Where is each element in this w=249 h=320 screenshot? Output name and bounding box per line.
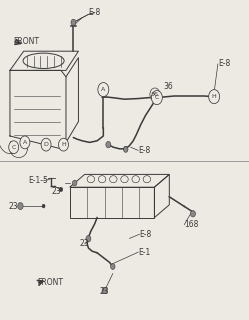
Circle shape (41, 138, 51, 151)
Circle shape (124, 147, 128, 152)
Text: E-8: E-8 (139, 230, 152, 239)
Text: FRONT: FRONT (14, 37, 40, 46)
Circle shape (124, 146, 128, 151)
Text: 23: 23 (51, 187, 61, 196)
Text: 23: 23 (80, 239, 89, 248)
Circle shape (42, 204, 45, 208)
Circle shape (71, 19, 76, 26)
Circle shape (209, 90, 220, 104)
Text: E-1: E-1 (138, 248, 150, 257)
Circle shape (72, 180, 77, 186)
Circle shape (9, 141, 19, 154)
Text: E-8: E-8 (138, 146, 150, 155)
Text: H: H (212, 94, 217, 99)
Text: A: A (101, 87, 106, 92)
Circle shape (20, 136, 30, 149)
Circle shape (102, 287, 107, 294)
Text: C: C (11, 145, 16, 150)
Text: 36: 36 (151, 92, 159, 97)
Circle shape (210, 94, 215, 100)
Circle shape (98, 83, 109, 97)
Text: 36: 36 (163, 82, 173, 91)
Text: C: C (155, 95, 159, 100)
Text: E-1-5: E-1-5 (29, 176, 49, 185)
Circle shape (59, 138, 68, 151)
Text: H: H (61, 142, 66, 147)
Circle shape (111, 264, 115, 269)
Circle shape (151, 91, 162, 105)
Circle shape (86, 236, 91, 242)
Text: D: D (44, 142, 49, 147)
Circle shape (190, 211, 195, 217)
Circle shape (18, 203, 23, 210)
Text: FRONT: FRONT (37, 278, 63, 287)
Text: E-8: E-8 (88, 8, 101, 17)
Text: E-8: E-8 (218, 60, 230, 68)
Text: 23: 23 (9, 202, 18, 211)
Text: 168: 168 (184, 220, 199, 229)
Circle shape (150, 88, 160, 101)
Text: 23: 23 (100, 287, 109, 296)
Circle shape (155, 95, 159, 100)
Text: A: A (23, 140, 27, 145)
Circle shape (59, 187, 63, 192)
Circle shape (106, 141, 111, 148)
